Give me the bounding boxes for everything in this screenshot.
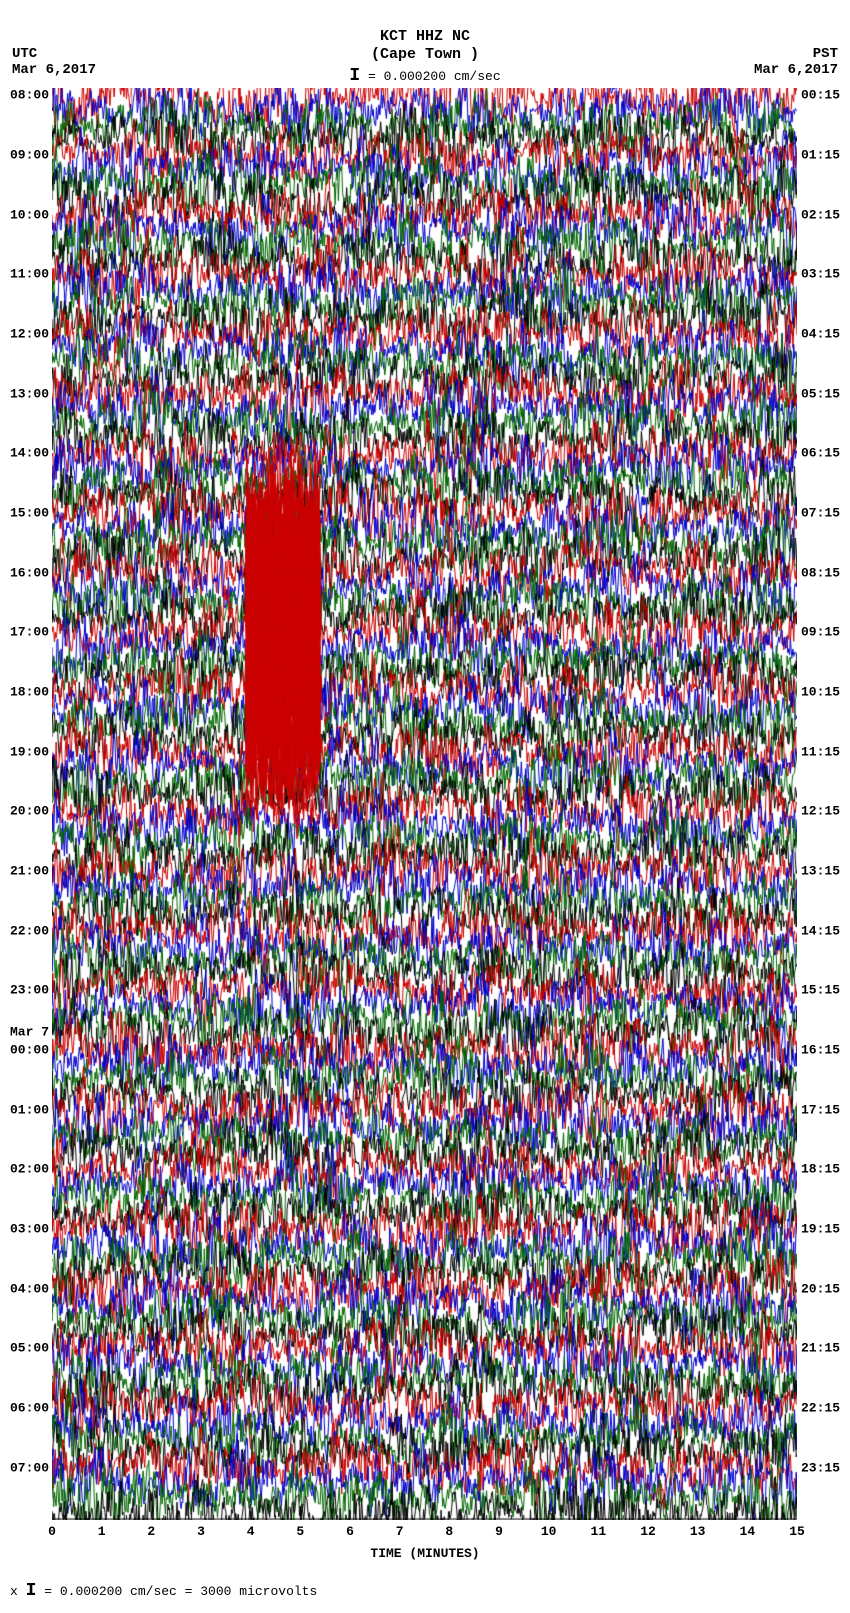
pst-time-label: 21:15 <box>801 1341 840 1356</box>
utc-time-label: 02:00 <box>10 1162 49 1177</box>
x-tick-label: 4 <box>247 1524 255 1539</box>
utc-time-label: 05:00 <box>10 1341 49 1356</box>
scale-header-text: = 0.000200 cm/sec <box>368 69 501 84</box>
pst-time-label: 11:15 <box>801 744 840 759</box>
seismogram-canvas <box>52 88 797 1520</box>
pst-time-label: 19:15 <box>801 1222 840 1237</box>
pst-time-label: 20:15 <box>801 1281 840 1296</box>
pst-time-label: 08:15 <box>801 565 840 580</box>
pst-time-label: 23:15 <box>801 1460 840 1475</box>
pst-time-label: 07:15 <box>801 506 840 521</box>
utc-time-label: 04:00 <box>10 1281 49 1296</box>
x-tick-label: 2 <box>147 1524 155 1539</box>
pst-time-label: 18:15 <box>801 1162 840 1177</box>
pst-time-label: 09:15 <box>801 625 840 640</box>
pst-time-label: 22:15 <box>801 1401 840 1416</box>
station-location: (Cape Town ) <box>0 46 850 63</box>
utc-time-label: 18:00 <box>10 685 49 700</box>
utc-time-label: Mar 7 <box>10 1025 49 1040</box>
utc-time-label: 10:00 <box>10 207 49 222</box>
pst-time-label: 03:15 <box>801 267 840 282</box>
x-tick-label: 14 <box>740 1524 756 1539</box>
x-tick-label: 8 <box>445 1524 453 1539</box>
x-tick-label: 0 <box>48 1524 56 1539</box>
pst-time-label: 13:15 <box>801 864 840 879</box>
x-tick-label: 12 <box>640 1524 656 1539</box>
utc-time-label: 12:00 <box>10 327 49 342</box>
utc-time-label: 21:00 <box>10 864 49 879</box>
utc-time-label: 07:00 <box>10 1460 49 1475</box>
pst-time-label: 00:15 <box>801 88 840 103</box>
footer-scale: x I = 0.000200 cm/sec = 3000 microvolts <box>10 1581 317 1601</box>
x-axis-title: TIME (MINUTES) <box>0 1546 850 1561</box>
pst-time-label: 04:15 <box>801 327 840 342</box>
utc-time-label: 16:00 <box>10 565 49 580</box>
x-tick-label: 3 <box>197 1524 205 1539</box>
utc-time-label: 11:00 <box>10 267 49 282</box>
utc-time-label: 20:00 <box>10 804 49 819</box>
utc-time-label: 14:00 <box>10 446 49 461</box>
pst-time-label: 06:15 <box>801 446 840 461</box>
x-tick-label: 5 <box>296 1524 304 1539</box>
pst-time-label: 15:15 <box>801 983 840 998</box>
utc-time-label: 03:00 <box>10 1222 49 1237</box>
utc-time-label: 15:00 <box>10 506 49 521</box>
x-tick-label: 13 <box>690 1524 706 1539</box>
pst-time-label: 05:15 <box>801 386 840 401</box>
utc-time-label: 17:00 <box>10 625 49 640</box>
utc-time-label: 23:00 <box>10 983 49 998</box>
footer-bar-icon: I <box>26 1581 37 1601</box>
x-tick-label: 1 <box>98 1524 106 1539</box>
utc-time-label: 09:00 <box>10 148 49 163</box>
x-tick-label: 10 <box>541 1524 557 1539</box>
pst-time-label: 10:15 <box>801 685 840 700</box>
pst-time-label: 02:15 <box>801 207 840 222</box>
utc-time-label: 06:00 <box>10 1401 49 1416</box>
utc-time-label: 22:00 <box>10 923 49 938</box>
x-tick-label: 6 <box>346 1524 354 1539</box>
pst-time-label: 01:15 <box>801 148 840 163</box>
x-tick-label: 15 <box>789 1524 805 1539</box>
x-tick-label: 9 <box>495 1524 503 1539</box>
footer-prefix: x <box>10 1584 26 1599</box>
footer-text: = 0.000200 cm/sec = 3000 microvolts <box>44 1584 317 1599</box>
scale-header: I = 0.000200 cm/sec <box>0 66 850 86</box>
utc-time-label: 01:00 <box>10 1102 49 1117</box>
scale-bar-icon: I <box>349 66 360 86</box>
station-code: KCT HHZ NC <box>0 28 850 45</box>
pst-time-label: 12:15 <box>801 804 840 819</box>
utc-time-label: 00:00 <box>10 1043 49 1058</box>
utc-time-label: 08:00 <box>10 88 49 103</box>
seismogram-plot <box>52 88 797 1520</box>
pst-time-label: 14:15 <box>801 923 840 938</box>
pst-time-label: 17:15 <box>801 1102 840 1117</box>
x-tick-label: 11 <box>591 1524 607 1539</box>
x-tick-label: 7 <box>396 1524 404 1539</box>
utc-time-label: 13:00 <box>10 386 49 401</box>
utc-time-label: 19:00 <box>10 744 49 759</box>
pst-time-label: 16:15 <box>801 1043 840 1058</box>
